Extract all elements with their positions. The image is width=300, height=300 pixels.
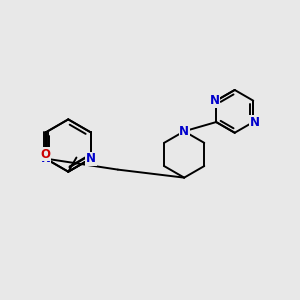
Text: N: N — [86, 152, 96, 165]
Text: N: N — [250, 116, 260, 129]
Text: N: N — [210, 94, 220, 107]
Text: N: N — [179, 125, 189, 138]
Text: O: O — [40, 148, 51, 161]
Text: N: N — [40, 152, 51, 165]
